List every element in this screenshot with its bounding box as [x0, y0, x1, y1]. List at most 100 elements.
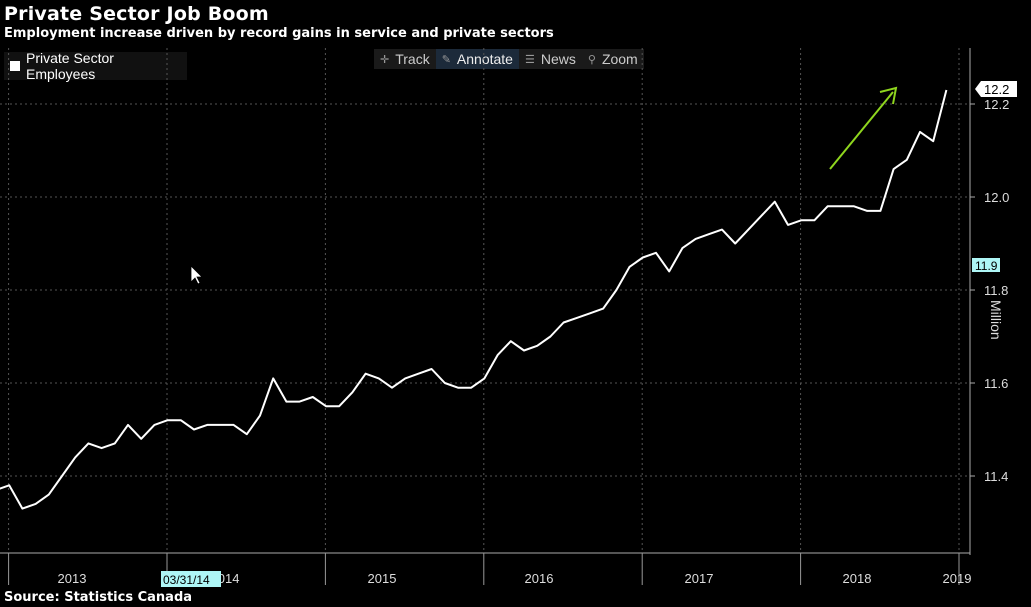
zoom-label: Zoom [601, 51, 638, 67]
data-point [483, 377, 485, 379]
data-point [840, 205, 842, 207]
data-point [470, 387, 472, 389]
legend-label: Private Sector Employees [26, 50, 114, 82]
data-point [668, 270, 670, 272]
data-point [708, 233, 710, 235]
data-point [906, 159, 908, 161]
crosshair-value-text: 11.9 [975, 259, 998, 273]
data-point [8, 484, 10, 486]
data-point [629, 266, 631, 268]
data-point [61, 475, 63, 477]
data-point [774, 201, 776, 203]
crosshair-icon: ✛ [380, 53, 390, 66]
data-point [787, 224, 789, 226]
data-point [681, 247, 683, 249]
data-point [879, 210, 881, 212]
data-point [285, 401, 287, 403]
data-point [299, 401, 301, 403]
data-point [563, 322, 565, 324]
data-point [576, 317, 578, 319]
data-point [378, 377, 380, 379]
data-point [866, 210, 868, 212]
chart-toolbar: ✛ Track ✎ Annotate ☰ News ⚲ Zoom [374, 49, 644, 69]
data-point [853, 205, 855, 207]
data-point [206, 424, 208, 426]
data-point [259, 415, 261, 417]
x-tick-label: 2018 [843, 571, 872, 586]
data-point [444, 382, 446, 384]
mouse-cursor-icon [190, 265, 203, 285]
data-point [734, 243, 736, 245]
data-point [351, 391, 353, 393]
data-point [338, 405, 340, 407]
annotation-arrow [829, 86, 898, 170]
data-point [945, 89, 947, 91]
data-point [140, 438, 142, 440]
chart-title: Private Sector Job Boom [4, 3, 269, 25]
x-axis: 2013 2014 2015 2016 2017 2018 2019 [0, 552, 972, 586]
news-button[interactable]: ☰ News [519, 49, 582, 69]
data-point [761, 215, 763, 217]
grid-lines [0, 48, 970, 553]
source-note: Source: Statistics Canada [4, 590, 193, 605]
data-point [589, 312, 591, 314]
data-point [325, 405, 327, 407]
track-label: Track [395, 51, 430, 67]
data-point [35, 503, 37, 505]
pencil-icon: ✎ [441, 53, 451, 66]
data-point [919, 131, 921, 133]
data-point [523, 349, 525, 351]
data-point [893, 168, 895, 170]
data-point [404, 377, 406, 379]
news-icon: ☰ [524, 53, 535, 66]
chart-subtitle: Employment increase driven by record gai… [4, 26, 554, 41]
x-tick-label: 2017 [685, 571, 714, 586]
y-axis: 11.4 11.6 11.8 12.0 12.2 [969, 48, 1009, 555]
data-point [167, 419, 169, 421]
data-point [549, 336, 551, 338]
y-tick-label: 11.6 [984, 376, 1008, 391]
annotate-button[interactable]: ✎ Annotate [435, 49, 519, 69]
zoom-button[interactable]: ⚲ Zoom [582, 49, 644, 69]
data-point [642, 256, 644, 258]
data-point [497, 354, 499, 356]
data-point [431, 368, 433, 370]
y-tick-label: 11.4 [984, 469, 1008, 484]
data-point [246, 433, 248, 435]
legend[interactable]: Private Sector Employees [4, 50, 187, 82]
y-tick-label: 12.2 [984, 97, 1009, 112]
data-point [695, 238, 697, 240]
y-axis-unit-label: Million [988, 300, 1004, 340]
data-point [457, 387, 459, 389]
annotate-label: Annotate [456, 51, 513, 67]
x-tick-label: 2019 [943, 571, 972, 586]
series-line-private-sector-employees [0, 89, 948, 510]
y-tick-label: 12.0 [984, 190, 1009, 205]
data-point [827, 205, 829, 207]
data-point [272, 377, 274, 379]
data-point [536, 345, 538, 347]
crosshair-value-tag [972, 258, 1000, 272]
data-point [813, 219, 815, 221]
data-point [101, 447, 103, 449]
x-tick-label: 2013 [58, 571, 87, 586]
data-point [655, 252, 657, 254]
data-point [114, 442, 116, 444]
data-point [233, 424, 235, 426]
crosshair-date-tag [161, 571, 221, 587]
data-point [721, 229, 723, 231]
x-tick-label: 2015 [368, 571, 397, 586]
series-points [0, 89, 947, 510]
data-point [48, 494, 50, 496]
legend-swatch [10, 61, 20, 71]
data-point [127, 424, 129, 426]
last-value-text: 12.2 [984, 82, 1009, 97]
data-point [153, 424, 155, 426]
data-point [800, 219, 802, 221]
data-point [391, 387, 393, 389]
y-tick-label: 11.8 [984, 283, 1008, 298]
track-button[interactable]: ✛ Track [374, 49, 436, 69]
data-point [602, 308, 604, 310]
data-point [932, 140, 934, 142]
